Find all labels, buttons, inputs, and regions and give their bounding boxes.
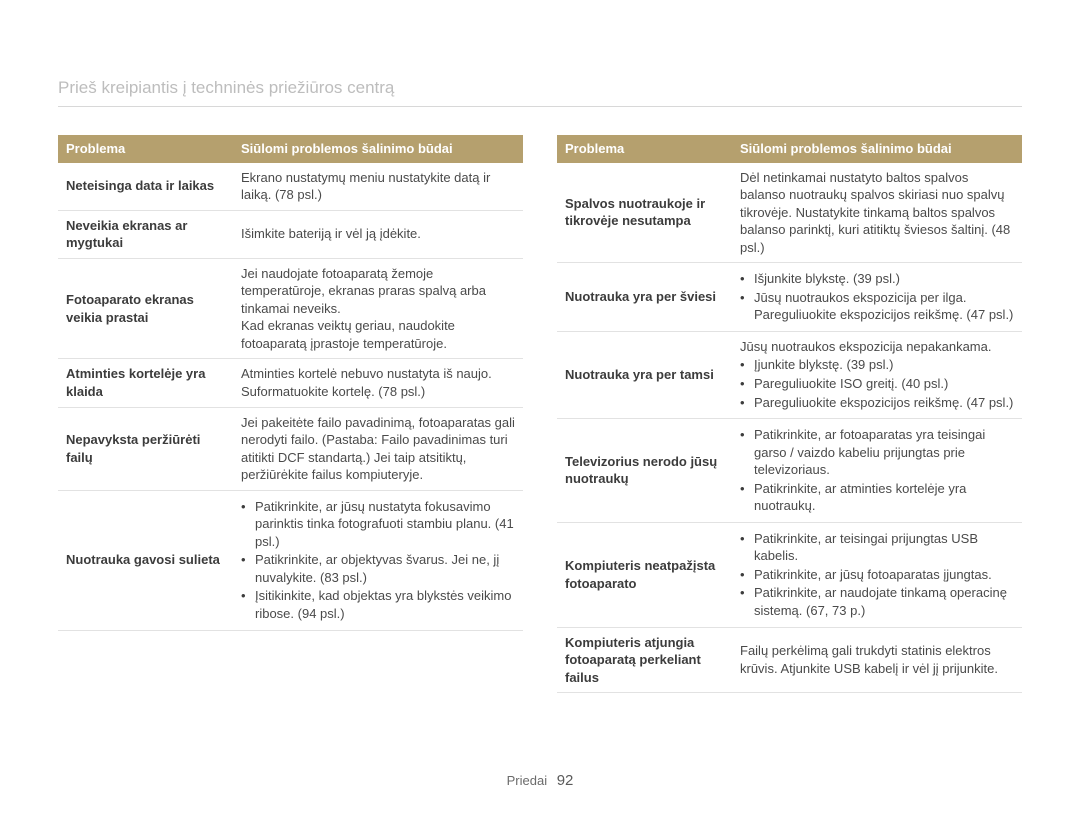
solution-cell: Jūsų nuotraukos ekspozicija nepakankama.… bbox=[732, 331, 1022, 418]
solution-intro: Jūsų nuotraukos ekspozicija nepakankama. bbox=[740, 338, 1014, 356]
bullet-item: Patikrinkite, ar jūsų fotoaparatas įjung… bbox=[740, 566, 1014, 584]
problem-cell: Nepavyksta peržiūrėti failų bbox=[58, 407, 233, 490]
bullet-item: Patikrinkite, ar naudojate tinkamą opera… bbox=[740, 584, 1014, 619]
bullet-item: Patikrinkite, ar atminties kortelėje yra… bbox=[740, 480, 1014, 515]
table-row: Kompiuteris atjungia fotoaparatą perkeli… bbox=[557, 627, 1022, 693]
problem-cell: Atminties kortelėje yra klaida bbox=[58, 359, 233, 407]
solution-cell: Išimkite bateriją ir vėl ją įdėkite. bbox=[233, 210, 523, 258]
problem-cell: Fotoaparato ekranas veikia prastai bbox=[58, 258, 233, 359]
bullet-item: Patikrinkite, ar teisingai prijungtas US… bbox=[740, 530, 1014, 565]
bullet-item: Pareguliuokite ISO greitį. (40 psl.) bbox=[740, 375, 1014, 393]
table-row: Kompiuteris neatpažįsta fotoaparato Pati… bbox=[557, 522, 1022, 627]
solution-cell: Dėl netinkamai nustatyto baltos spalvos … bbox=[732, 163, 1022, 263]
manual-page: Prieš kreipiantis į techninės priežiūros… bbox=[0, 0, 1080, 815]
solution-cell: Atminties kortelė nebuvo nustatyta iš na… bbox=[233, 359, 523, 407]
table-row: Neteisinga data ir laikas Ekrano nustaty… bbox=[58, 163, 523, 211]
solution-cell: Ekrano nustatymų meniu nustatykite datą … bbox=[233, 163, 523, 211]
troubleshooting-table-left: Problema Siūlomi problemos šalinimo būda… bbox=[58, 135, 523, 631]
table-header-solution: Siūlomi problemos šalinimo būdai bbox=[233, 135, 523, 163]
solution-cell: Patikrinkite, ar teisingai prijungtas US… bbox=[732, 522, 1022, 627]
bullet-item: Įsitikinkite, kad objektas yra blykstės … bbox=[241, 587, 515, 622]
table-row: Nuotrauka gavosi sulieta Patikrinkite, a… bbox=[58, 490, 523, 630]
left-table-body: Neteisinga data ir laikas Ekrano nustaty… bbox=[58, 163, 523, 631]
table-header-solution: Siūlomi problemos šalinimo būdai bbox=[732, 135, 1022, 163]
problem-cell: Kompiuteris neatpažįsta fotoaparato bbox=[557, 522, 732, 627]
table-row: Nuotrauka yra per tamsi Jūsų nuotraukos … bbox=[557, 331, 1022, 418]
bullet-item: Įjunkite blykstę. (39 psl.) bbox=[740, 356, 1014, 374]
table-header-problem: Problema bbox=[58, 135, 233, 163]
problem-cell: Nuotrauka gavosi sulieta bbox=[58, 490, 233, 630]
solution-cell: Jei naudojate fotoaparatą žemoje tempera… bbox=[233, 258, 523, 359]
left-column: Problema Siūlomi problemos šalinimo būda… bbox=[58, 135, 523, 693]
solution-bullets: Patikrinkite, ar teisingai prijungtas US… bbox=[740, 530, 1014, 620]
solution-cell: Jei pakeitėte failo pavadinimą, fotoapar… bbox=[233, 407, 523, 490]
problem-cell: Neteisinga data ir laikas bbox=[58, 163, 233, 211]
solution-bullets: Įjunkite blykstę. (39 psl.) Pareguliuoki… bbox=[740, 356, 1014, 411]
solution-cell: Patikrinkite, ar jūsų nustatyta fokusavi… bbox=[233, 490, 523, 630]
solution-cell: Patikrinkite, ar fotoaparatas yra teisin… bbox=[732, 419, 1022, 523]
bullet-item: Pareguliuokite ekspozicijos reikšmę. (47… bbox=[740, 394, 1014, 412]
troubleshooting-table-right: Problema Siūlomi problemos šalinimo būda… bbox=[557, 135, 1022, 693]
table-header-problem: Problema bbox=[557, 135, 732, 163]
table-row: Televizorius nerodo jūsų nuotraukų Patik… bbox=[557, 419, 1022, 523]
table-row: Neveikia ekranas ar mygtukai Išimkite ba… bbox=[58, 210, 523, 258]
footer-page-number: 92 bbox=[557, 772, 574, 789]
bullet-item: Patikrinkite, ar jūsų nustatyta fokusavi… bbox=[241, 498, 515, 551]
table-row: Fotoaparato ekranas veikia prastai Jei n… bbox=[58, 258, 523, 359]
problem-cell: Kompiuteris atjungia fotoaparatą perkeli… bbox=[557, 627, 732, 693]
content-columns: Problema Siūlomi problemos šalinimo būda… bbox=[58, 135, 1022, 693]
page-footer: Priedai 92 bbox=[0, 772, 1080, 789]
problem-cell: Nuotrauka yra per tamsi bbox=[557, 331, 732, 418]
footer-section: Priedai bbox=[507, 773, 547, 788]
problem-cell: Neveikia ekranas ar mygtukai bbox=[58, 210, 233, 258]
table-row: Nuotrauka yra per šviesi Išjunkite blyks… bbox=[557, 263, 1022, 332]
right-table-body: Spalvos nuotraukoje ir tikrovėje nesutam… bbox=[557, 163, 1022, 693]
solution-bullets: Išjunkite blykstę. (39 psl.) Jūsų nuotra… bbox=[740, 270, 1014, 324]
table-row: Nepavyksta peržiūrėti failų Jei pakeitėt… bbox=[58, 407, 523, 490]
bullet-item: Patikrinkite, ar objektyvas švarus. Jei … bbox=[241, 551, 515, 586]
table-row: Atminties kortelėje yra klaida Atminties… bbox=[58, 359, 523, 407]
problem-cell: Televizorius nerodo jūsų nuotraukų bbox=[557, 419, 732, 523]
bullet-item: Išjunkite blykstę. (39 psl.) bbox=[740, 270, 1014, 288]
problem-cell: Nuotrauka yra per šviesi bbox=[557, 263, 732, 332]
solution-bullets: Patikrinkite, ar jūsų nustatyta fokusavi… bbox=[241, 498, 515, 623]
table-row: Spalvos nuotraukoje ir tikrovėje nesutam… bbox=[557, 163, 1022, 263]
bullet-item: Patikrinkite, ar fotoaparatas yra teisin… bbox=[740, 426, 1014, 479]
page-title: Prieš kreipiantis į techninės priežiūros… bbox=[58, 78, 1022, 107]
problem-cell: Spalvos nuotraukoje ir tikrovėje nesutam… bbox=[557, 163, 732, 263]
solution-cell: Failų perkėlimą gali trukdyti statinis e… bbox=[732, 627, 1022, 693]
bullet-item: Jūsų nuotraukos ekspozicija per ilga. Pa… bbox=[740, 289, 1014, 324]
solution-cell: Išjunkite blykstę. (39 psl.) Jūsų nuotra… bbox=[732, 263, 1022, 332]
solution-bullets: Patikrinkite, ar fotoaparatas yra teisin… bbox=[740, 426, 1014, 515]
right-column: Problema Siūlomi problemos šalinimo būda… bbox=[557, 135, 1022, 693]
